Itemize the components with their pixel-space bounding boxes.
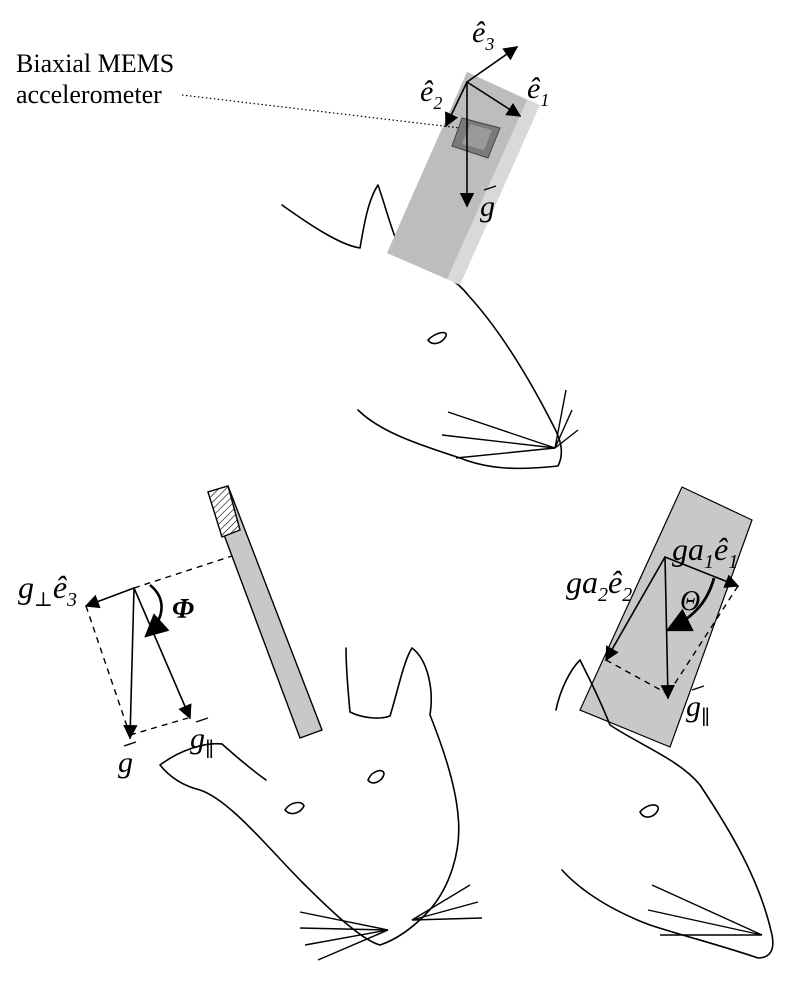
theta-angle-arc bbox=[665, 577, 716, 632]
left-rat-head-outline bbox=[159, 647, 460, 946]
left-gravity-label: g bbox=[118, 746, 133, 779]
top-rat-whiskers bbox=[441, 389, 579, 459]
left-rat-whiskers bbox=[299, 884, 483, 961]
top-panel: Biaxial MEMS accelerometer ê3 ê2 ê1 g bbox=[16, 16, 579, 470]
probe-rod bbox=[207, 485, 323, 739]
right-g-parallel-label: g∥ bbox=[686, 690, 710, 729]
ga2-e2-label: ga2ê2 bbox=[566, 564, 632, 606]
theta-label: Θ bbox=[680, 586, 700, 617]
ga1-e1-label: ga1ê1 bbox=[672, 531, 738, 573]
left-panel: g⊥ê3 Φ g g∥ bbox=[18, 485, 483, 961]
axis-e2-label: ê2 bbox=[420, 75, 442, 113]
top-axes bbox=[445, 46, 522, 208]
right-rat-head-outline bbox=[555, 659, 774, 959]
left-rat-eye-right bbox=[367, 769, 385, 784]
g-perp-e3-label: g⊥ê3 bbox=[18, 569, 77, 611]
left-rat-eye-left bbox=[284, 801, 305, 815]
axis-e1-label: ê1 bbox=[527, 72, 549, 110]
gravity-g-label: g bbox=[480, 190, 495, 223]
top-rat-head-outline bbox=[281, 184, 563, 470]
phi-label: Φ bbox=[172, 594, 194, 625]
callout-leader-line bbox=[181, 94, 461, 129]
callout-label-line1: Biaxial MEMS bbox=[16, 49, 174, 78]
callout-label-line2: accelerometer bbox=[16, 80, 162, 109]
phi-angle-arc bbox=[144, 583, 170, 638]
right-rat-whiskers bbox=[647, 884, 763, 936]
top-rat-eye bbox=[427, 331, 447, 345]
sensor-module bbox=[387, 72, 540, 285]
axis-e3-label: ê3 bbox=[472, 16, 494, 54]
right-rat-eye bbox=[639, 804, 659, 818]
left-g-parallel-label: g∥ bbox=[190, 722, 214, 761]
right-panel: ga2ê2 ga1ê1 Θ g∥ bbox=[555, 486, 774, 959]
